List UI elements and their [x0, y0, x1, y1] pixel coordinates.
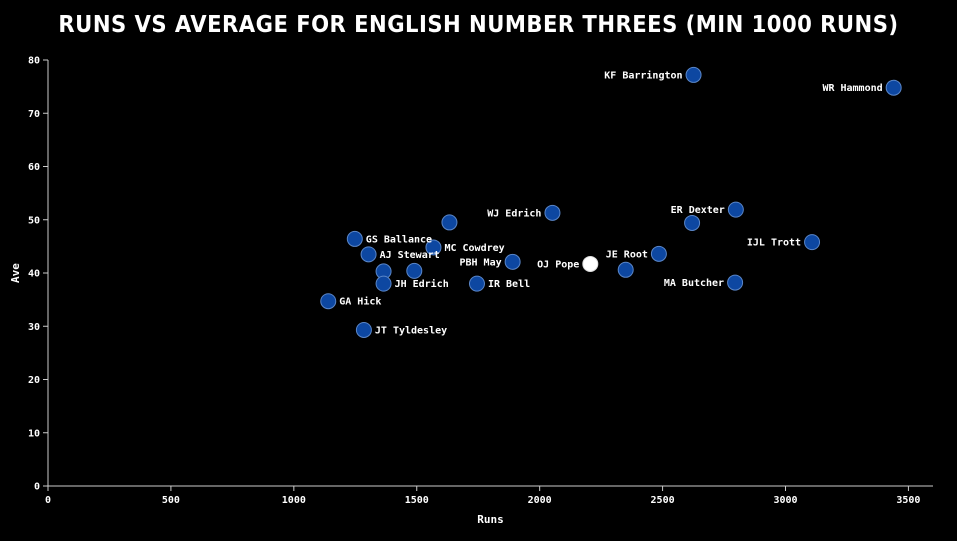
data-point [685, 66, 702, 83]
point-label: WJ Edrich [487, 207, 541, 219]
point-label: KF Barrington [604, 69, 682, 81]
point-label: GS Ballance [366, 234, 432, 245]
data-point [346, 230, 363, 247]
y-tick-label: 20 [28, 375, 40, 386]
point-label: IR Bell [488, 279, 530, 290]
point-label: JT Tyldesley [375, 325, 447, 336]
y-axis-title: Ave [9, 263, 22, 283]
x-tick-label: 3500 [896, 495, 920, 506]
chart-title: RUNS VS AVERAGE FOR ENGLISH NUMBER THREE… [58, 12, 899, 38]
data-point [441, 214, 458, 231]
data-point [885, 79, 902, 96]
data-point [320, 293, 337, 310]
data-point [425, 239, 442, 256]
point-label: PBH May [459, 257, 501, 268]
point-label: AJ Stewart [380, 250, 440, 261]
y-tick-label: 30 [28, 322, 40, 333]
point-label: GA Hick [339, 296, 381, 308]
y-tick-label: 0 [34, 482, 40, 493]
y-tick-label: 60 [28, 162, 40, 173]
data-points [320, 66, 902, 338]
y-tick-label: 40 [28, 269, 40, 280]
data-point [650, 245, 667, 262]
data-point [468, 275, 485, 292]
point-label: JH Edrich [395, 278, 449, 290]
axes: 0 500 1000 1500 2000 2500 3000 3500 0 10 20 30 40 50 6… [9, 56, 933, 526]
x-tick-label: 3000 [773, 495, 797, 506]
y-tick-label: 80 [28, 56, 40, 67]
point-label: WR Hammond [822, 83, 882, 94]
data-point [355, 321, 372, 338]
y-tick-label: 10 [28, 428, 40, 439]
data-point [406, 262, 423, 279]
point-label: OJ Pope [537, 259, 579, 270]
x-tick-label: 1500 [405, 495, 429, 506]
y-tick-label: 70 [28, 109, 40, 120]
x-tick-label: 1000 [282, 495, 306, 506]
data-point [804, 234, 821, 251]
data-point [504, 253, 521, 270]
highlighted-point [582, 255, 599, 272]
data-point [617, 261, 634, 278]
data-point [684, 214, 701, 231]
point-label: MC Cowdrey [444, 243, 504, 254]
x-tick-label: 2500 [651, 495, 675, 506]
point-label: MA Butcher [664, 278, 724, 289]
data-point [727, 274, 744, 291]
point-label: ER Dexter [671, 205, 725, 216]
point-label: IJL Trott [747, 238, 801, 249]
data-point [544, 204, 561, 221]
data-point [375, 275, 392, 292]
point-labels: KF Barrington WR Hammond WJ Edrich ER Dexte… [339, 69, 882, 336]
data-point [727, 201, 744, 218]
point-label: JE Root [606, 249, 648, 260]
data-point [360, 246, 377, 263]
y-tick-label: 50 [28, 215, 40, 226]
x-axis-title: Runs [477, 513, 504, 526]
x-tick-label: 500 [162, 495, 180, 506]
x-tick-label: 2000 [528, 495, 552, 506]
x-tick-label: 0 [45, 495, 51, 506]
